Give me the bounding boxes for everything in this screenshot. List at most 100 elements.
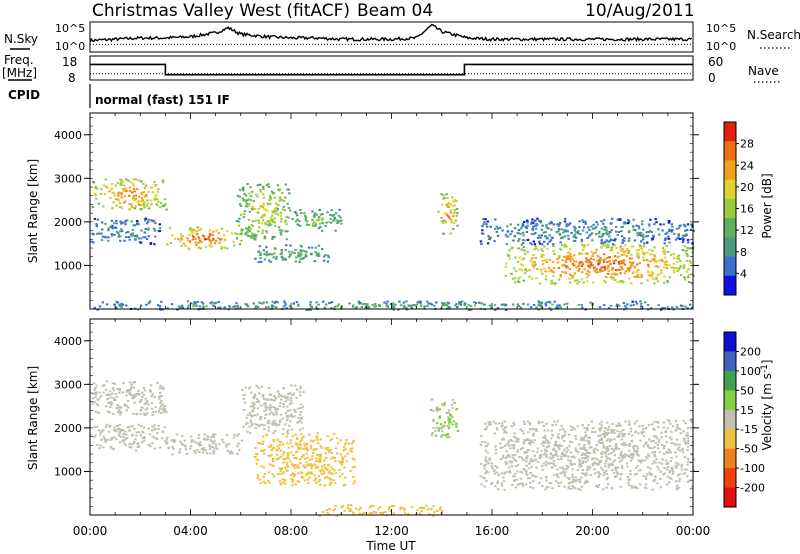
range-cell xyxy=(282,387,285,390)
range-cell xyxy=(556,261,560,264)
range-cell xyxy=(317,252,320,255)
range-cell xyxy=(350,447,354,450)
range-cell xyxy=(563,303,566,306)
range-cell xyxy=(317,475,321,478)
range-cell xyxy=(568,273,571,276)
range-cell xyxy=(120,183,123,186)
range-cell xyxy=(121,439,124,442)
range-cell xyxy=(263,410,266,413)
range-cell xyxy=(544,304,548,307)
range-cell xyxy=(124,190,128,193)
range-cell xyxy=(446,203,450,205)
range-cell xyxy=(666,475,669,478)
range-cell xyxy=(529,472,532,474)
range-cell xyxy=(205,238,208,241)
colorbar-swatch xyxy=(724,332,736,352)
range-cell xyxy=(648,438,651,441)
range-cell xyxy=(578,261,581,264)
range-cell xyxy=(683,276,686,279)
x-tick-label: 12:00 xyxy=(374,524,409,538)
range-cell xyxy=(642,233,645,236)
range-cell xyxy=(536,217,539,220)
range-cell xyxy=(610,428,613,431)
range-cell xyxy=(184,445,187,448)
range-cell xyxy=(111,438,114,441)
range-cell xyxy=(196,233,199,236)
range-cell xyxy=(662,421,665,424)
range-cell xyxy=(651,258,654,261)
range-cell xyxy=(644,478,648,480)
range-cell xyxy=(661,229,664,232)
range-cell xyxy=(684,422,687,425)
range-cell xyxy=(95,384,98,387)
range-cell xyxy=(628,257,632,260)
range-cell xyxy=(443,421,447,424)
range-cell xyxy=(324,452,327,455)
range-cell xyxy=(120,179,123,182)
range-cell xyxy=(619,452,623,455)
range-cell xyxy=(191,238,195,241)
range-cell xyxy=(262,480,265,483)
range-cell xyxy=(263,417,267,420)
range-cell xyxy=(299,385,303,388)
range-cell xyxy=(238,195,241,198)
x-tick-label: 00:00 xyxy=(676,524,711,538)
range-cell xyxy=(134,395,137,398)
range-cell xyxy=(573,428,576,431)
range-cell xyxy=(671,472,675,475)
range-cell xyxy=(145,400,149,403)
range-cell xyxy=(400,304,403,307)
range-cell xyxy=(115,219,118,222)
range-cell xyxy=(595,444,599,447)
range-cell xyxy=(301,249,305,252)
range-cell xyxy=(443,212,447,215)
range-cell xyxy=(325,509,328,512)
range-cell xyxy=(300,417,303,420)
range-cell xyxy=(94,393,98,396)
range-cell xyxy=(587,274,590,277)
range-cell xyxy=(596,259,599,262)
range-cell xyxy=(586,480,589,483)
range-cell xyxy=(207,236,210,239)
range-cell xyxy=(597,483,601,486)
range-cell xyxy=(592,448,595,451)
range-cell xyxy=(278,456,281,459)
range-cell xyxy=(259,252,262,255)
range-cell xyxy=(272,422,275,425)
range-cell xyxy=(585,272,588,275)
range-cell xyxy=(663,263,667,265)
range-cell xyxy=(437,427,441,430)
range-cell xyxy=(539,236,542,239)
range-cell xyxy=(554,449,557,452)
range-cell xyxy=(675,466,678,469)
range-cell xyxy=(110,233,113,236)
range-cell xyxy=(109,403,113,406)
range-cell xyxy=(318,216,321,219)
range-cell xyxy=(546,301,549,304)
range-cell xyxy=(487,462,491,465)
range-cell xyxy=(373,510,376,513)
range-cell xyxy=(449,211,452,214)
range-cell xyxy=(635,420,639,423)
range-cell xyxy=(583,268,586,271)
range-cell xyxy=(142,182,145,185)
range-cell xyxy=(536,451,539,454)
range-cell xyxy=(223,238,227,241)
range-cell xyxy=(607,425,611,428)
range-cell xyxy=(592,427,595,429)
range-cell xyxy=(548,456,552,459)
range-cell xyxy=(527,441,531,444)
range-cell xyxy=(548,222,551,225)
range-cell xyxy=(596,458,599,461)
range-cell xyxy=(581,248,585,251)
range-cell xyxy=(642,435,646,438)
range-cell xyxy=(296,407,300,410)
range-cell xyxy=(541,272,544,275)
range-cell xyxy=(512,475,515,478)
range-cell xyxy=(627,239,631,242)
range-cell xyxy=(202,235,206,238)
range-cell xyxy=(123,239,126,242)
range-cell xyxy=(448,422,451,425)
range-cell xyxy=(289,409,292,412)
range-cell xyxy=(543,429,546,432)
